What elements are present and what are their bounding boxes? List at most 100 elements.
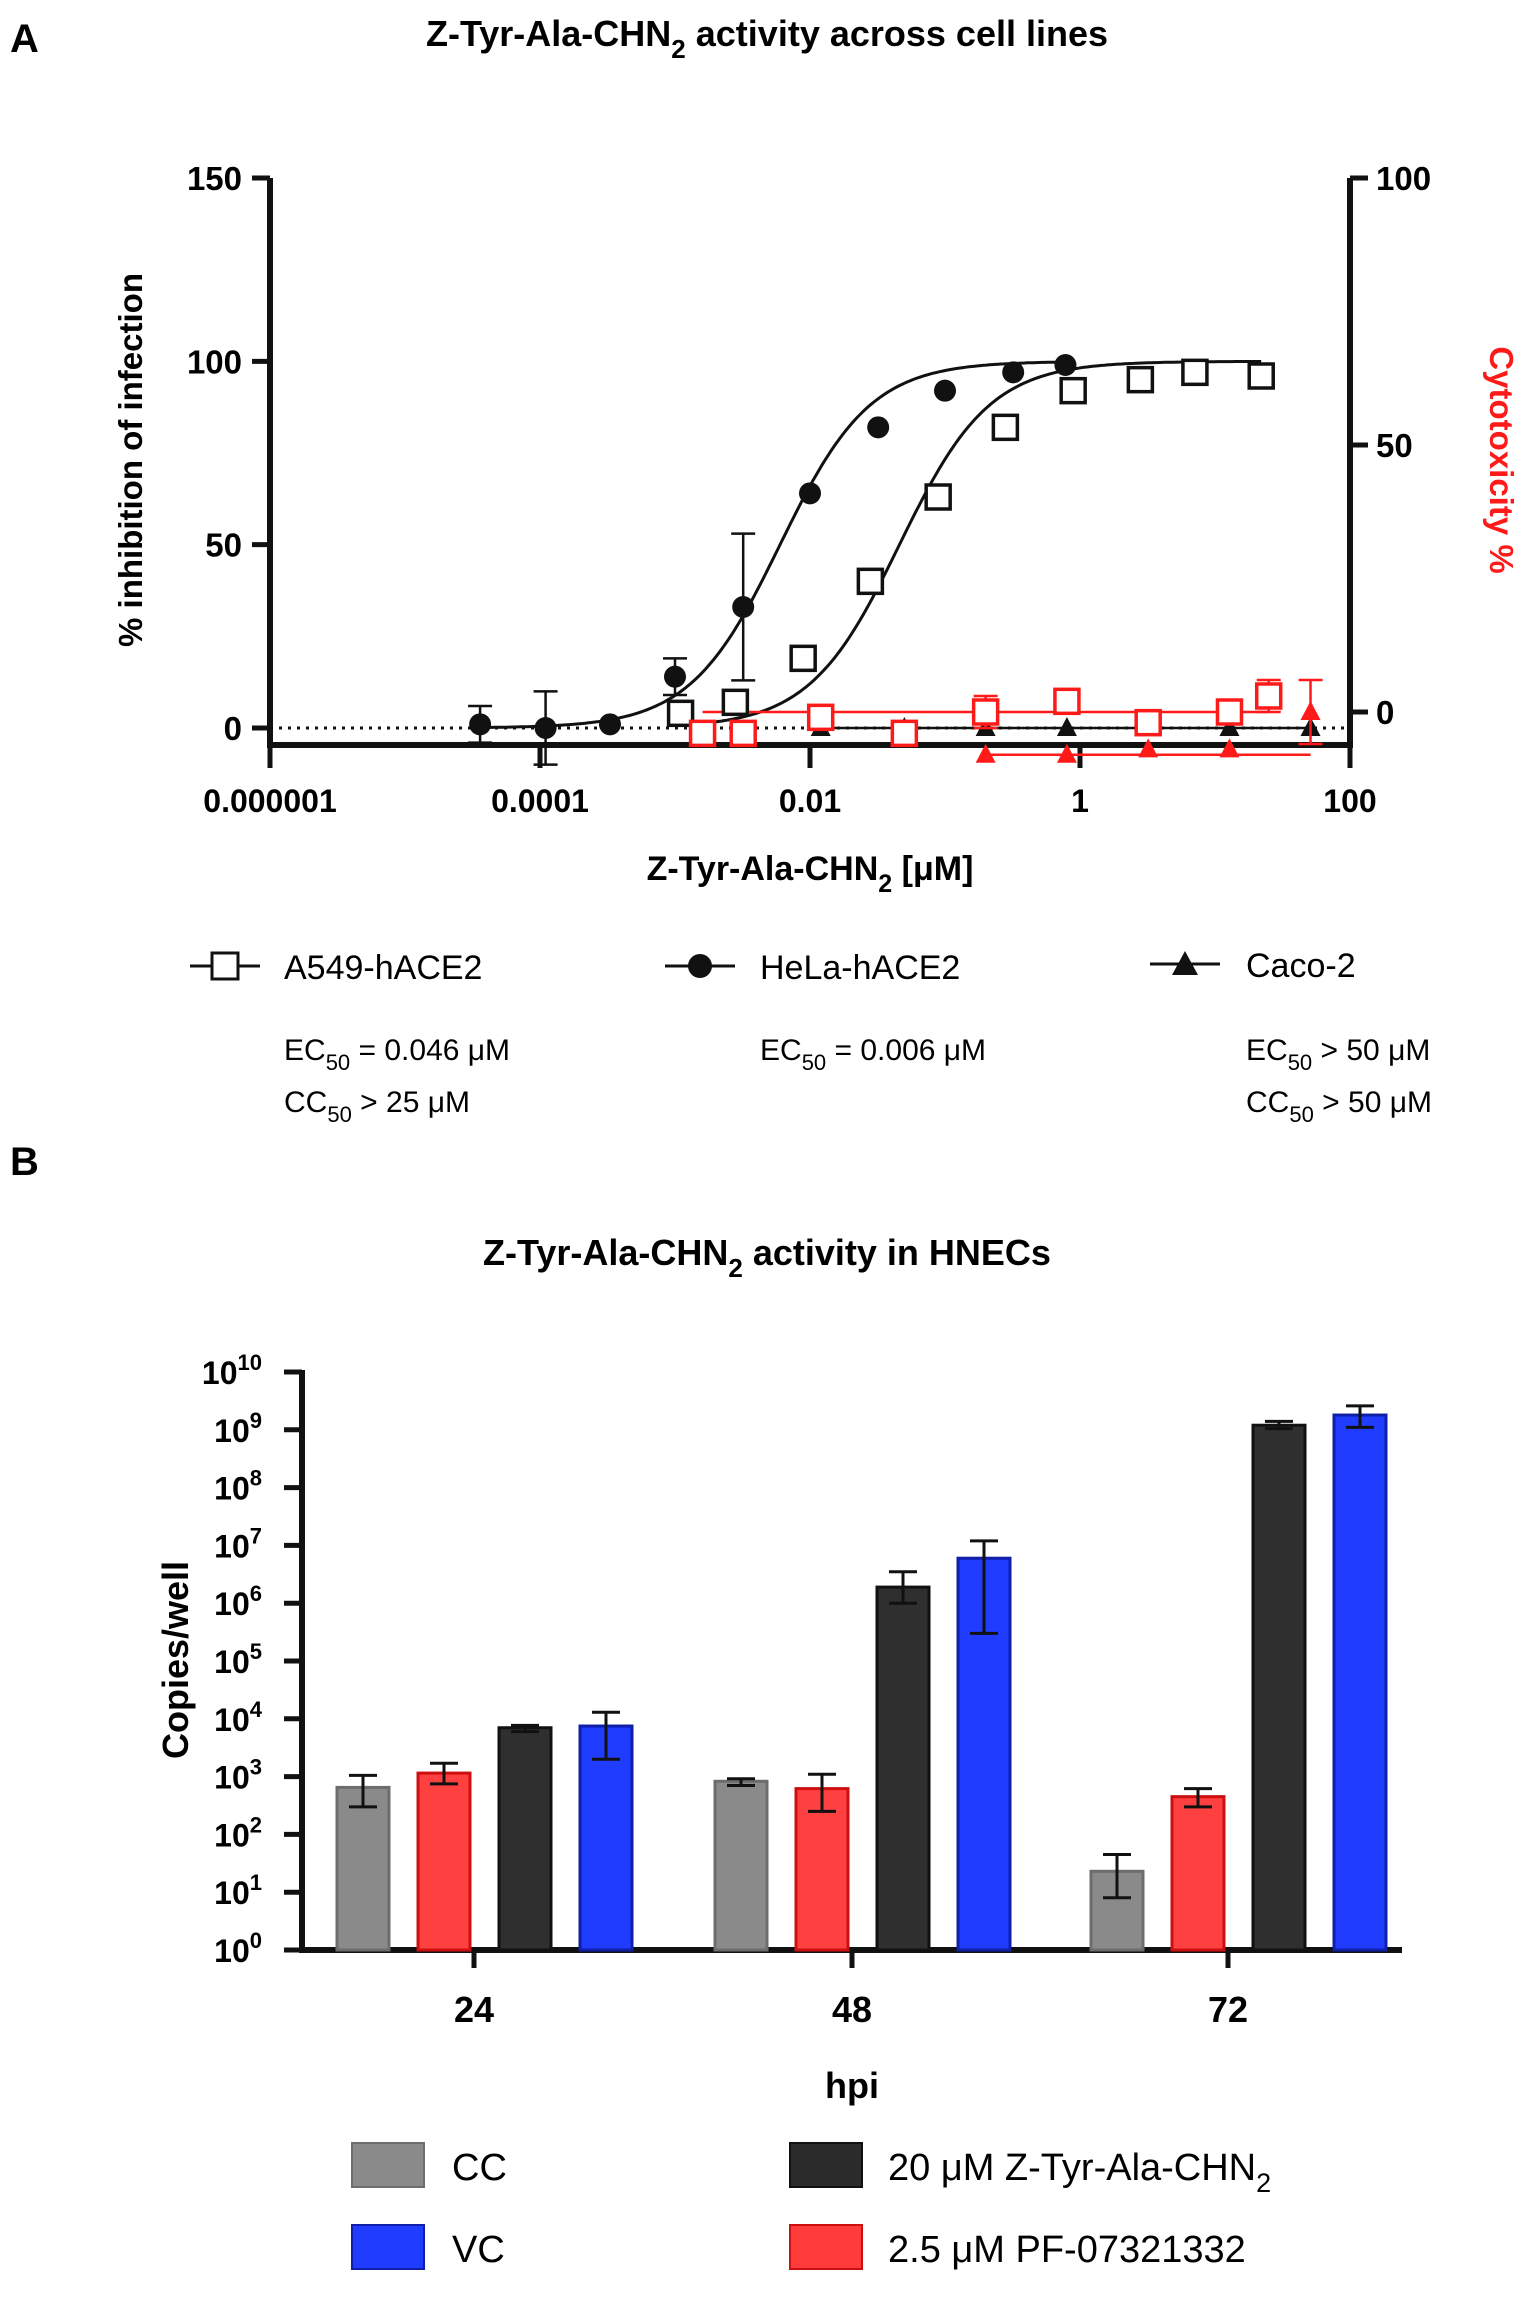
a-point-square <box>1215 698 1244 726</box>
legend-label-vc: VC <box>452 2229 505 2271</box>
legend-label-pf: 2.5 μM PF-07321332 <box>888 2229 1246 2271</box>
b-y-tick-label: 107 <box>214 1523 262 1564</box>
a-point-square <box>1126 365 1155 394</box>
a-point-circle <box>732 596 755 618</box>
b-bar <box>1170 1795 1226 1952</box>
a-point-triangle <box>1219 717 1240 736</box>
legend-label-cc: CC <box>452 2147 507 2189</box>
legend-label-caco2: Caco-2 <box>1246 947 1356 985</box>
b-y-tick-label: 109 <box>214 1408 262 1449</box>
legend-swatch-z-tyr <box>789 2142 863 2188</box>
a-point-square <box>890 719 919 748</box>
legend-swatch-cc <box>351 2142 425 2188</box>
b-y-tick-label: 104 <box>214 1697 263 1738</box>
a-x-tick-label: 0.0001 <box>491 783 589 819</box>
b-y-tick-label: 106 <box>214 1581 262 1622</box>
a-y-tick-label-left: 50 <box>205 527 242 564</box>
b-legend: CC 20 μM Z-Tyr-Ala-CHN2 VC 2.5 μM PF-073… <box>351 2142 1271 2271</box>
a-point-triangle <box>1056 743 1077 763</box>
a-point-square <box>1053 687 1081 716</box>
a-point-square <box>688 719 717 748</box>
panel-a-title: Z-Tyr-Ala-CHN2 activity across cell line… <box>426 13 1108 64</box>
b-y-tick-label: 1010 <box>202 1350 262 1391</box>
a-x-tick-label: 0.01 <box>779 783 841 819</box>
caco2-cc50: CC50 > 50 μM <box>1246 1086 1432 1127</box>
b-bar <box>416 1771 472 1952</box>
a-point-square <box>1181 358 1209 387</box>
filled-circle-icon <box>688 954 712 978</box>
a-y-tick-label-left: 150 <box>187 160 242 197</box>
b-x-label: hpi <box>825 2065 879 2106</box>
panel-b-letter: B <box>10 1140 39 1184</box>
b-x-tick-label: 24 <box>454 1989 494 2030</box>
a-y-tick-label-right: 0 <box>1376 694 1394 731</box>
panel-a-chart: 0 50 100 150 0 50 100 0.000001 0.0001 0.01 1 100 <box>187 160 1431 819</box>
a-point-square <box>856 567 885 596</box>
panel-b-chart: 100 101 102 103 104 105 106 107 108 109 1010 24 48 72 <box>202 1350 1402 2030</box>
b-y-tick-label: 108 <box>214 1466 262 1507</box>
a-point-triangle <box>1138 738 1159 758</box>
a-point-square <box>971 698 1000 726</box>
a-point-square <box>789 644 817 673</box>
a-y-label-left: % inhibition of infection <box>112 273 149 647</box>
a-point-triangle <box>1056 717 1077 736</box>
a-x-tick-label: 0.000001 <box>203 783 336 819</box>
a-point-triangle <box>1219 738 1240 758</box>
a-x-label: Z-Tyr-Ala-CHN2 [μM] <box>647 850 974 898</box>
a-point-square <box>666 699 695 728</box>
a-point-circle <box>534 717 557 739</box>
a-y-tick-label-left: 0 <box>224 710 242 747</box>
legend-item-z-tyr: 20 μM Z-Tyr-Ala-CHN2 <box>789 2142 1271 2198</box>
b-x-tick-label: 72 <box>1208 1989 1248 2030</box>
panel-a-letter: A <box>10 17 39 61</box>
panel-b-title: Z-Tyr-Ala-CHN2 activity in HNECs <box>483 1232 1051 1283</box>
a-x-tick-label: 100 <box>1323 783 1376 819</box>
b-y-tick-label: 101 <box>214 1870 262 1911</box>
legend-swatch-pf <box>789 2224 863 2270</box>
b-bar <box>713 1779 769 1952</box>
legend-label-hela: HeLa-hACE2 <box>760 949 960 987</box>
a549-ec50: EC50 = 0.046 μM <box>284 1034 510 1075</box>
a-point-square <box>1134 708 1162 737</box>
a-legend: A549-hACE2 EC50 = 0.046 μM CC50 > 25 μM … <box>190 947 1432 1127</box>
a-point-circle <box>1054 354 1077 376</box>
a-point-triangle <box>1300 701 1321 720</box>
a-point-square <box>924 483 952 511</box>
a-point-square <box>991 413 1020 442</box>
b-y-tick-label: 105 <box>214 1639 262 1680</box>
a-point-square <box>1059 376 1087 405</box>
a-point-circle <box>867 416 890 439</box>
legend-item-a549: A549-hACE2 EC50 = 0.046 μM CC50 > 25 μM <box>190 949 510 1127</box>
a-point-square <box>729 719 757 748</box>
caco2-ec50: EC50 > 50 μM <box>1246 1034 1430 1075</box>
legend-item-cc: CC <box>351 2142 507 2189</box>
a-fit-curve <box>480 360 1066 729</box>
a-y-tick-label-right: 100 <box>1376 160 1431 197</box>
a-point-circle <box>799 482 821 505</box>
a-y-tick-label-right: 50 <box>1376 427 1413 464</box>
b-y-tick-label: 103 <box>214 1755 262 1796</box>
legend-label-a549: A549-hACE2 <box>284 949 482 987</box>
a-point-square <box>1254 682 1283 710</box>
legend-item-pf: 2.5 μM PF-07321332 <box>789 2224 1246 2271</box>
b-bar <box>1332 1413 1388 1952</box>
b-bar <box>875 1585 931 1952</box>
a549-cc50: CC50 > 25 μM <box>284 1086 470 1127</box>
a-fit-curve <box>680 360 1262 727</box>
a-point-square <box>806 703 835 732</box>
a-point-square <box>721 688 750 717</box>
a-y-label-right: Cytotoxicity % <box>1483 346 1520 573</box>
a-point-circle <box>664 665 686 688</box>
a-point-circle <box>469 713 492 736</box>
b-bar <box>1251 1423 1307 1952</box>
b-bar <box>335 1785 391 1952</box>
a-point-circle <box>1002 361 1025 384</box>
a-y-tick-label-left: 100 <box>187 343 242 380</box>
b-x-tick-label: 48 <box>832 1989 872 2030</box>
b-bar <box>497 1726 553 1952</box>
b-y-tick-label: 100 <box>214 1928 262 1969</box>
b-bar <box>794 1787 850 1952</box>
a-x-tick-label: 1 <box>1071 783 1089 819</box>
hela-ec50: EC50 = 0.006 μM <box>760 1034 986 1075</box>
